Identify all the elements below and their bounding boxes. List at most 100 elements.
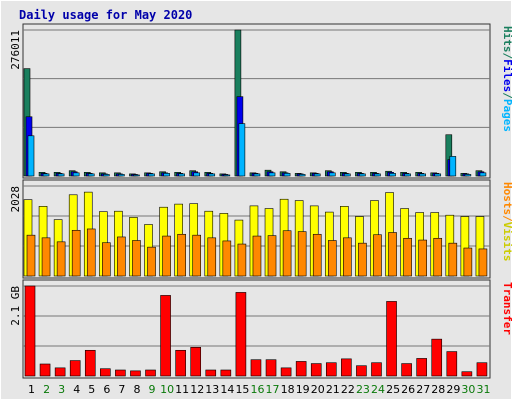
series-label-hits-files-pages: Hits/Files/Pages <box>501 26 512 132</box>
series-label-part-hits-files-pages-2: Files <box>501 59 512 92</box>
bar-pages-day-27 <box>419 173 426 177</box>
x-tick-label-day-26: 26 <box>401 383 415 396</box>
bar-transfer-day-19 <box>295 361 307 377</box>
bar-pages-day-29 <box>449 156 457 177</box>
bar-pages-day-14 <box>223 174 231 177</box>
bar-transfer-day-26 <box>401 363 412 377</box>
x-axis: 1 2 3 4 5 6 7 8 9 10 11 12 13 14 15 16 17 18 19 20 21 22 23 24 2… <box>28 383 490 396</box>
series-label-part-hosts-visits-2: Visits <box>501 222 512 262</box>
bar-pages-day-28 <box>434 173 442 177</box>
bar-transfer-day-24 <box>371 362 382 377</box>
ymax-label-transfer: 2.1 GB <box>9 286 22 326</box>
bar-pages-day-13 <box>208 173 216 177</box>
bar-transfer-day-1 <box>24 285 36 377</box>
series-label-part-transfer-0: Transfer <box>501 282 512 335</box>
bar-transfer-day-23 <box>356 365 367 377</box>
series-label-part-hits-files-pages-3: / <box>501 92 512 99</box>
bar-hosts-day-8 <box>132 240 141 277</box>
x-tick-label-day-29: 29 <box>446 383 460 396</box>
bar-hosts-day-19 <box>297 231 307 277</box>
bar-transfer-day-10 <box>160 295 171 377</box>
ymax-label-hits-files-pages: 276011 <box>9 30 22 70</box>
x-tick-label-day-10: 10 <box>160 383 174 396</box>
bar-transfer-day-22 <box>341 358 352 377</box>
bar-pages-day-19 <box>298 174 306 177</box>
x-tick-label-day-7: 7 <box>118 383 125 396</box>
bar-pages-day-15 <box>238 123 246 177</box>
series-label-transfer: Transfer <box>501 282 512 335</box>
ymax-label-hosts-visits: 2028 <box>9 186 22 213</box>
bar-pages-day-30 <box>464 174 472 177</box>
x-tick-label-day-6: 6 <box>103 383 110 396</box>
x-tick-label-day-23: 23 <box>356 383 370 396</box>
bar-hosts-day-7 <box>117 236 126 277</box>
panel-hosts-visits: 2028 Hosts/Visits <box>9 179 512 279</box>
x-tick-label-day-24: 24 <box>371 383 385 396</box>
x-tick-label-day-16: 16 <box>251 383 265 396</box>
bar-pages-day-1 <box>27 135 35 177</box>
x-tick-label-day-12: 12 <box>190 383 204 396</box>
bar-pages-day-17 <box>268 172 276 177</box>
bar-transfer-day-13 <box>205 369 217 377</box>
bar-hosts-day-13 <box>207 237 217 277</box>
bar-transfer-day-5 <box>84 349 96 377</box>
x-tick-label-day-5: 5 <box>88 383 95 396</box>
bar-pages-day-3 <box>57 173 65 177</box>
bar-hosts-day-14 <box>222 240 232 277</box>
bar-transfer-day-29 <box>446 351 458 377</box>
bar-hosts-day-24 <box>373 234 382 277</box>
bar-transfer-day-9 <box>145 369 156 377</box>
bar-hosts-day-12 <box>192 234 202 277</box>
x-tick-label-day-31: 31 <box>476 383 490 396</box>
bar-pages-day-26 <box>404 173 411 177</box>
bar-hosts-day-30 <box>463 247 473 277</box>
panel-frame-hits-files-pages <box>22 23 491 179</box>
chart-panels: 276011Hits/Files/Pages2028Hosts/Visits2.… <box>9 23 512 379</box>
x-tick-label-day-3: 3 <box>58 383 65 396</box>
bar-pages-day-11 <box>178 173 185 177</box>
bar-hosts-day-16 <box>252 235 262 277</box>
x-tick-label-day-21: 21 <box>326 383 340 396</box>
bar-pages-day-5 <box>87 173 95 177</box>
bar-transfer-day-8 <box>130 370 141 377</box>
series-label-part-hits-files-pages-1: / <box>501 53 512 60</box>
panel-transfer: 2.1 GB Transfer <box>9 279 512 379</box>
bar-pages-day-23 <box>359 173 366 177</box>
bar-pages-day-20 <box>313 173 321 177</box>
bar-pages-day-18 <box>283 173 291 177</box>
bar-transfer-day-15 <box>235 292 247 377</box>
x-tick-label-day-18: 18 <box>281 383 295 396</box>
bar-hosts-day-28 <box>433 237 443 277</box>
bar-transfer-day-25 <box>386 301 397 377</box>
bar-transfer-day-4 <box>69 360 81 377</box>
bar-transfer-day-2 <box>39 363 51 377</box>
bar-pages-day-22 <box>344 173 351 177</box>
x-tick-label-day-13: 13 <box>205 383 219 396</box>
x-tick-label-day-20: 20 <box>311 383 325 396</box>
bar-transfer-day-28 <box>431 338 443 377</box>
bar-pages-day-4 <box>72 172 80 177</box>
bar-transfer-day-16 <box>250 359 262 377</box>
x-tick-label-day-4: 4 <box>73 383 80 396</box>
x-tick-label-day-9: 9 <box>149 383 156 396</box>
bar-hosts-day-6 <box>102 242 111 277</box>
bar-pages-day-12 <box>193 172 201 177</box>
bar-transfer-day-30 <box>461 371 473 377</box>
bar-hosts-day-2 <box>41 237 51 277</box>
bar-hosts-day-26 <box>403 237 412 277</box>
bar-transfer-day-21 <box>325 362 337 377</box>
x-tick-label-day-30: 30 <box>461 383 475 396</box>
x-tick-label-day-25: 25 <box>386 383 400 396</box>
bar-transfer-day-6 <box>100 368 111 377</box>
bar-hosts-day-29 <box>448 242 458 277</box>
x-tick-label-day-11: 11 <box>175 383 189 396</box>
bar-hosts-day-31 <box>478 248 488 277</box>
x-tick-label-day-17: 17 <box>266 383 280 396</box>
bar-pages-day-21 <box>328 172 336 177</box>
series-label-part-hits-files-pages-0: Hits <box>501 26 512 53</box>
bar-hosts-day-5 <box>86 228 96 277</box>
bar-hosts-day-25 <box>388 232 397 277</box>
panel-hits-files-pages: 276011 Hits/Files/Pages <box>9 23 512 179</box>
